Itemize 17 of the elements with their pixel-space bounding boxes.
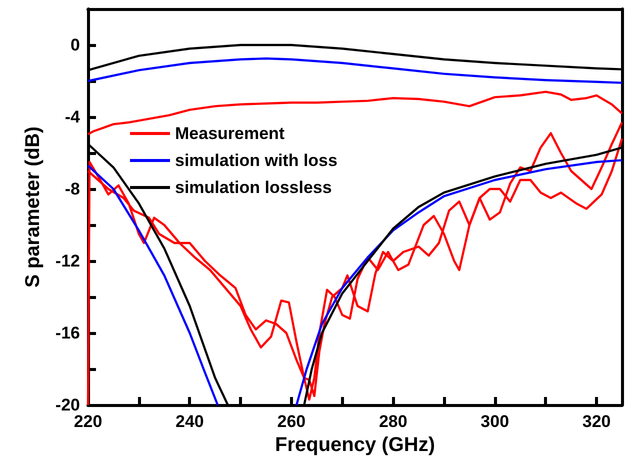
- y-tick-label: -20: [55, 396, 80, 414]
- y-tick-label: 0: [70, 36, 80, 54]
- y-tick-label: -16: [55, 324, 80, 342]
- x-tick-label: 280: [378, 412, 408, 431]
- y-tick-label: -12: [55, 252, 80, 270]
- x-tick-label: 220: [74, 412, 102, 431]
- legend-label: Measurement: [175, 124, 285, 143]
- legend-label: simulation with loss: [175, 151, 338, 170]
- legend-label: simulation lossless: [175, 178, 332, 197]
- y-axis-title: S parameter (dB): [22, 126, 44, 288]
- x-axis-title: Frequency (GHz): [274, 434, 436, 456]
- x-tick-label: 260: [277, 412, 306, 431]
- y-tick-label: -8: [64, 180, 80, 198]
- y-tick-label: -4: [64, 108, 81, 126]
- x-tick-label: 300: [480, 412, 510, 431]
- x-tick-label: 320: [582, 412, 611, 431]
- x-tick-label: 240: [176, 412, 204, 431]
